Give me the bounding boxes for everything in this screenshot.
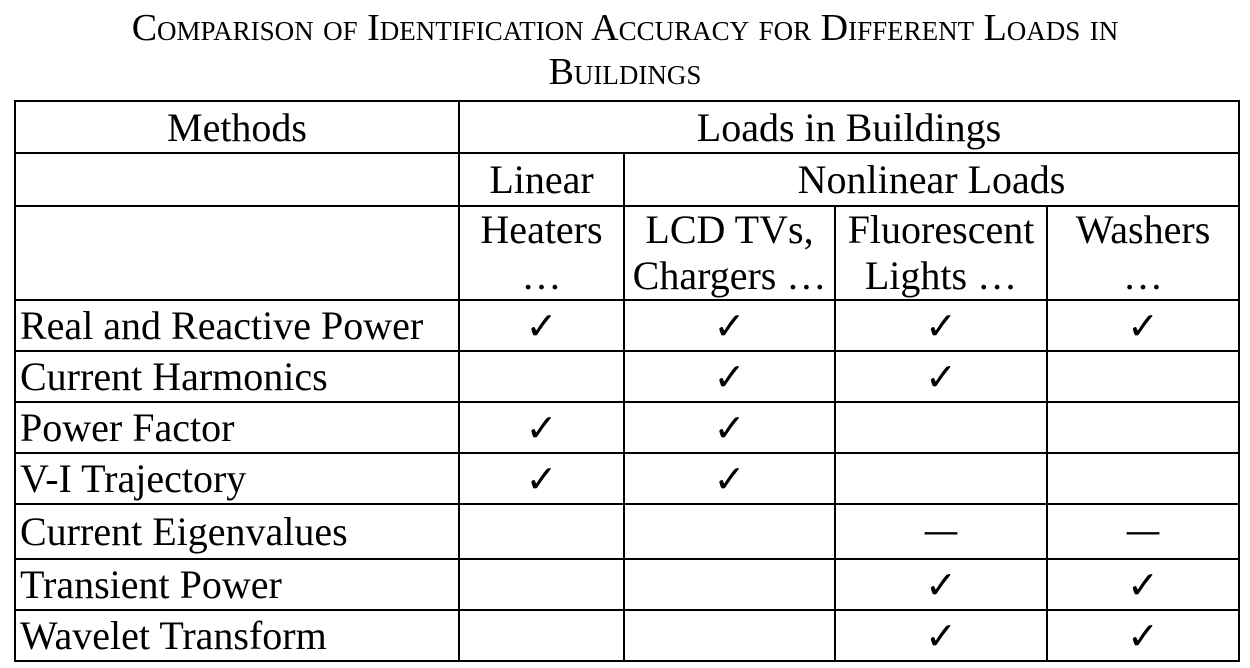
check-cell xyxy=(623,503,836,560)
check-cell: ✓ xyxy=(1045,609,1241,662)
header-col-washers-line2: … xyxy=(1123,253,1163,298)
dash-cell: — xyxy=(834,503,1048,560)
header-col-heaters-line2: … xyxy=(521,253,562,298)
header-col-fluorescent: Fluorescent Lights … xyxy=(834,205,1048,301)
check-cell: ✓ xyxy=(834,299,1048,352)
dash-cell: — xyxy=(1045,503,1241,560)
method-label: Transient Power xyxy=(14,558,460,611)
table-row: V-I Trajectory ✓ ✓ xyxy=(14,452,1241,505)
check-cell: ✓ xyxy=(623,452,836,505)
header-col-lcd-tvs-line2: Chargers … xyxy=(632,253,827,298)
check-cell: ✓ xyxy=(623,350,836,403)
check-cell xyxy=(623,558,836,611)
header-empty-cell xyxy=(14,205,460,301)
check-cell: ✓ xyxy=(458,299,625,352)
method-label: Current Harmonics xyxy=(14,350,460,403)
check-cell xyxy=(458,609,625,662)
check-cell: ✓ xyxy=(1045,558,1241,611)
check-cell: ✓ xyxy=(458,401,625,454)
caption-line-2: Buildings xyxy=(548,51,702,93)
check-cell xyxy=(834,401,1048,454)
header-empty-cell xyxy=(14,152,460,207)
check-cell xyxy=(1045,350,1241,403)
header-col-heaters: Heaters … xyxy=(458,205,625,301)
header-linear: Linear xyxy=(458,152,625,207)
caption-line-1: Comparison of Identification Accuracy fo… xyxy=(131,7,1119,49)
header-row-3: Heaters … LCD TVs, Chargers … Fluorescen… xyxy=(14,205,1241,301)
header-row-1: Methods Loads in Buildings xyxy=(14,100,1241,154)
header-col-fluorescent-line1: Fluorescent xyxy=(847,207,1035,252)
check-cell: ✓ xyxy=(623,299,836,352)
table-row: Power Factor ✓ ✓ xyxy=(14,401,1241,454)
check-cell xyxy=(1045,452,1241,505)
check-cell xyxy=(458,350,625,403)
check-cell: ✓ xyxy=(1045,299,1241,352)
method-label: V-I Trajectory xyxy=(14,452,460,505)
check-cell xyxy=(834,452,1048,505)
comparison-table: Methods Loads in Buildings Linear Nonlin… xyxy=(14,100,1241,662)
check-cell xyxy=(458,558,625,611)
header-col-washers: Washers … xyxy=(1045,205,1241,301)
table-row: Current Harmonics ✓ ✓ xyxy=(14,350,1241,403)
check-cell xyxy=(1045,401,1241,454)
header-row-2: Linear Nonlinear Loads xyxy=(14,152,1241,207)
header-nonlinear-loads: Nonlinear Loads xyxy=(622,152,1241,207)
header-methods: Methods xyxy=(14,100,460,154)
header-col-lcd-tvs-line1: LCD TVs, xyxy=(645,207,814,252)
table-row: Real and Reactive Power ✓ ✓ ✓ ✓ xyxy=(14,299,1241,352)
check-cell xyxy=(623,609,836,662)
check-cell: ✓ xyxy=(458,452,625,505)
header-col-fluorescent-line2: Lights … xyxy=(864,253,1018,298)
method-label: Power Factor xyxy=(14,401,460,454)
check-cell: ✓ xyxy=(834,558,1048,611)
check-cell: ✓ xyxy=(834,350,1048,403)
header-col-heaters-line1: Heaters xyxy=(480,207,603,252)
check-cell: ✓ xyxy=(834,609,1048,662)
table-row: Transient Power ✓ ✓ xyxy=(14,558,1241,611)
header-col-lcd-tvs: LCD TVs, Chargers … xyxy=(623,205,836,301)
method-label: Wavelet Transform xyxy=(14,609,460,662)
table-row: Wavelet Transform ✓ ✓ xyxy=(14,609,1241,662)
method-label: Real and Reactive Power xyxy=(14,299,460,352)
header-col-washers-line1: Washers xyxy=(1075,207,1211,252)
table-caption: Comparison of Identification Accuracy fo… xyxy=(0,6,1250,94)
method-label: Current Eigenvalues xyxy=(14,503,460,560)
check-cell xyxy=(458,503,625,560)
header-loads-in-buildings: Loads in Buildings xyxy=(457,100,1241,154)
check-cell: ✓ xyxy=(623,401,836,454)
table-row: Current Eigenvalues — — xyxy=(14,503,1241,560)
